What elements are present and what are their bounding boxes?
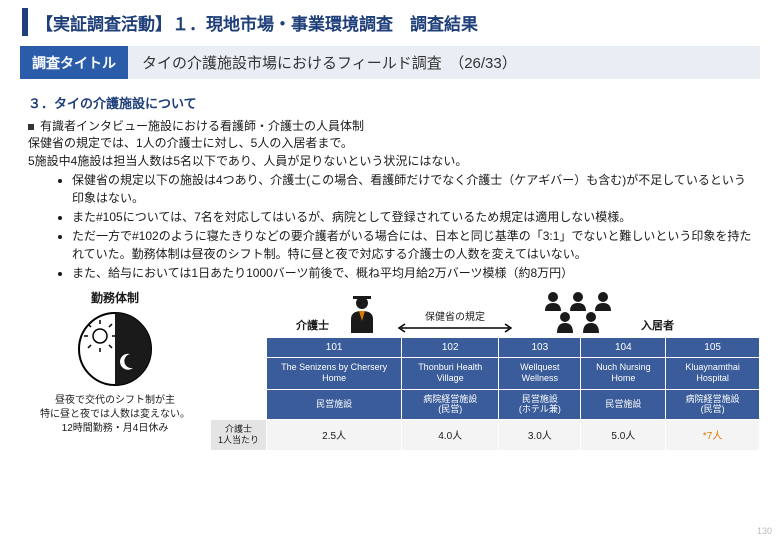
col-code: 105 bbox=[666, 337, 760, 357]
regulation-label: 保健省の規定 bbox=[425, 308, 485, 323]
facilities-table: 101 102 103 104 105 The Senizens by Cher… bbox=[210, 337, 760, 451]
shift-diagram bbox=[20, 310, 210, 388]
resident-label: 入居者 bbox=[641, 317, 674, 333]
bullet-item: ただ一方で#102のように寝たきりなどの要介護者がいる場合には、日本と同じ基準の… bbox=[72, 228, 752, 263]
ratio-cell: 4.0人 bbox=[402, 420, 499, 451]
shift-title: 勤務体制 bbox=[20, 289, 210, 306]
arrow-icon bbox=[395, 323, 515, 333]
row-label: 介護士1人当たり bbox=[211, 420, 267, 451]
title-accent bbox=[22, 8, 28, 36]
col-name: Wellquest Wellness bbox=[499, 357, 581, 389]
col-code: 104 bbox=[581, 337, 666, 357]
para2: 5施設中4施設は担当人数は5名以下であり、人員が足りないという状況にはない。 bbox=[28, 153, 752, 170]
col-code: 103 bbox=[499, 337, 581, 357]
lead-text: 有識者インタビュー施設における看護師・介護士の人員体制 bbox=[40, 119, 364, 133]
body-text: 有識者インタビュー施設における看護師・介護士の人員体制 保健省の規定では、1人の… bbox=[28, 118, 752, 283]
section-heading: ３．タイの介護施設について bbox=[28, 93, 780, 112]
caregiver-icon bbox=[347, 293, 377, 333]
ratio-cell: 2.5人 bbox=[267, 420, 402, 451]
page-number: 130 bbox=[757, 526, 772, 536]
square-bullet-icon bbox=[28, 124, 34, 130]
residents-icon bbox=[533, 289, 623, 333]
lower-area: 勤務体制 昼夜で交代のシフト制が主 bbox=[20, 289, 760, 451]
col-code: 102 bbox=[402, 337, 499, 357]
subtitle-body: タイの介護施設市場におけるフィールド調査 （26/33） bbox=[128, 46, 760, 79]
shift-caption: 昼夜で交代のシフト制が主 特に昼と夜では人数は変えない。 12時間勤務・月4日休… bbox=[20, 394, 210, 436]
bullet-item: また、給与においては1日あたり1000バーツ前後で、概ね平均月給2万バーツ模様（… bbox=[72, 265, 752, 282]
day-night-icon bbox=[76, 310, 154, 388]
ratio-cell: *7人 bbox=[666, 420, 760, 451]
shift-box: 勤務体制 昼夜で交代のシフト制が主 bbox=[20, 289, 210, 436]
page-title-bar: 【実証調査活動】１．現地市場・事業環境調査 調査結果 bbox=[0, 0, 780, 42]
ratio-cell: 3.0人 bbox=[499, 420, 581, 451]
col-type: 民営施設(ホテル兼) bbox=[499, 389, 581, 420]
col-name: The Senizens by Chersery Home bbox=[267, 357, 402, 389]
bullet-item: 保健省の規定以下の施設は4つあり、介護士(この場合、看護師だけでなく介護士（ケア… bbox=[72, 172, 752, 207]
col-name: Nuch Nursing Home bbox=[581, 357, 666, 389]
col-name: Thonburi Health Village bbox=[402, 357, 499, 389]
bullet-list: 保健省の規定以下の施設は4つあり、介護士(この場合、看護師だけでなく介護士（ケア… bbox=[72, 172, 752, 282]
col-code: 101 bbox=[267, 337, 402, 357]
col-type: 病院経営施設(民営) bbox=[666, 389, 760, 420]
ratio-cell: 5.0人 bbox=[581, 420, 666, 451]
bullet-item: また#105については、7名を対応してはいるが、病院として登録されているため規定… bbox=[72, 209, 752, 226]
caregiver-label: 介護士 bbox=[296, 317, 329, 333]
page-title: 【実証調査活動】１．現地市場・事業環境調査 調査結果 bbox=[36, 10, 478, 35]
subtitle-row: 調査タイトル タイの介護施設市場におけるフィールド調査 （26/33） bbox=[20, 46, 760, 79]
col-type: 民営施設 bbox=[581, 389, 666, 420]
right-area: 介護士 保健省の規定 bbox=[210, 289, 760, 451]
col-name: Kluaynamthai Hospital bbox=[666, 357, 760, 389]
role-row: 介護士 保健省の規定 bbox=[210, 289, 760, 333]
subtitle-label: 調査タイトル bbox=[20, 46, 128, 79]
col-type: 病院経営施設(民営) bbox=[402, 389, 499, 420]
col-type: 民営施設 bbox=[267, 389, 402, 420]
para1: 保健省の規定では、1人の介護士に対し、5人の入居者まで。 bbox=[28, 135, 752, 152]
